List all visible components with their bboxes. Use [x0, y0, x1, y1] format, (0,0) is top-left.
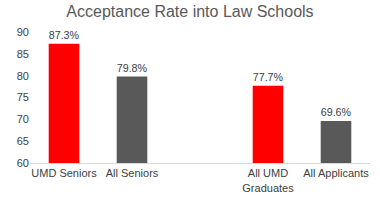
svg-text:90: 90	[17, 26, 29, 38]
svg-text:69.6%: 69.6%	[321, 106, 352, 118]
svg-text:All Applicants: All Applicants	[303, 167, 369, 179]
svg-text:60: 60	[17, 157, 29, 169]
svg-text:UMD Seniors: UMD Seniors	[31, 167, 97, 179]
svg-text:85: 85	[17, 48, 29, 60]
svg-text:79.8%: 79.8%	[117, 62, 148, 74]
svg-text:75: 75	[17, 91, 29, 103]
svg-text:All UMDGraduates: All UMDGraduates	[242, 167, 294, 193]
svg-text:Acceptance Rate into Law Schoo: Acceptance Rate into Law Schools	[66, 3, 313, 20]
svg-text:All Seniors: All Seniors	[106, 167, 159, 179]
svg-text:70: 70	[17, 113, 29, 125]
svg-text:77.7%: 77.7%	[253, 71, 284, 83]
svg-text:65: 65	[17, 135, 29, 147]
svg-text:87.3%: 87.3%	[49, 29, 80, 41]
svg-text:80: 80	[17, 70, 29, 82]
